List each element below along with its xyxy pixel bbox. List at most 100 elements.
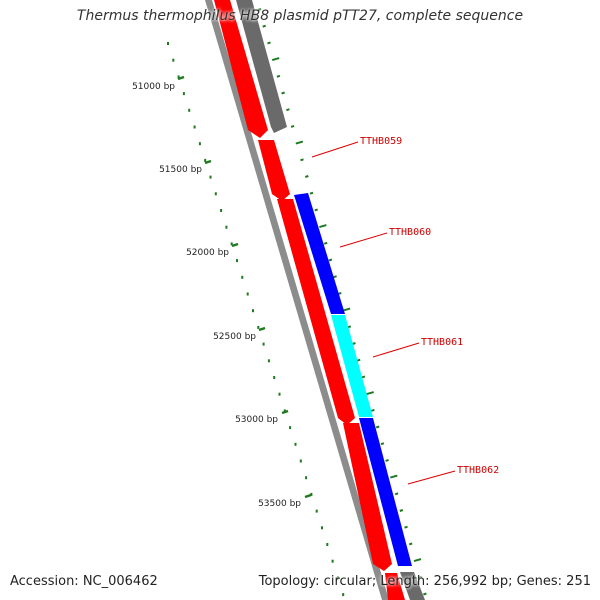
scale-dot: [220, 209, 223, 212]
ruler-dash: [281, 91, 285, 95]
ruler-dash: [371, 408, 375, 412]
scale-dot: [331, 559, 334, 563]
gene-label-text[interactable]: TTHB059: [360, 136, 402, 147]
scale-dot: [198, 142, 201, 146]
ruler-dash: [295, 140, 304, 145]
ruler-dash: [300, 158, 304, 162]
scale-dot: [182, 92, 185, 96]
gene-arrow: [214, 0, 268, 138]
scale-track: [167, 42, 345, 597]
scale-dot: [289, 426, 292, 430]
scale-dot: [252, 309, 254, 313]
scale-tick: 51500 bp: [159, 159, 212, 175]
scale-dot: [230, 242, 233, 246]
scale-tick: 51000 bp: [132, 75, 185, 92]
gene-arrow-cyan: [331, 315, 373, 417]
ruler-dash: [276, 74, 281, 78]
outer-ruler: [257, 8, 427, 596]
ruler-dash: [375, 425, 380, 429]
ruler-dash: [333, 275, 337, 279]
scale-dot: [336, 576, 339, 580]
gene-label-text[interactable]: TTHB060: [389, 227, 431, 238]
ruler-dash: [271, 57, 280, 62]
ruler-dash: [319, 224, 327, 229]
ruler-dash: [323, 241, 328, 245]
ruler-dash: [394, 492, 399, 496]
gene-label[interactable]: TTHB059: [311, 136, 402, 158]
gene-label-text[interactable]: TTHB061: [421, 337, 463, 348]
ruler-dash: [404, 525, 408, 529]
gene-arrow-gray: [236, 0, 287, 133]
ruler-dash: [356, 358, 361, 362]
gene-label[interactable]: TTHB062: [407, 465, 499, 485]
forward-strand-track: [236, 0, 425, 600]
scale-dot: [267, 359, 270, 363]
scale-ticks: 51000 bp 51500 bp 52000 bp 52500 bp 5300…: [132, 75, 312, 509]
summary-text: Topology: circular; Length: 256,992 bp; …: [258, 574, 591, 589]
scale-dot: [273, 376, 276, 379]
scale-dot: [321, 526, 323, 530]
scale-tick-label: 51500 bp: [159, 165, 202, 175]
ruler-dash: [380, 442, 385, 446]
ruler-dash: [352, 342, 356, 345]
scale-tick-label: 53500 bp: [258, 499, 301, 509]
scale-dot: [294, 442, 297, 446]
ruler-dash: [390, 474, 398, 479]
scale-dot: [299, 459, 302, 463]
gene-label[interactable]: TTHB061: [372, 337, 463, 358]
scale-dot: [315, 509, 318, 513]
ruler-dash: [262, 24, 267, 28]
ruler-dash: [342, 307, 351, 312]
ruler-dash: [314, 208, 319, 212]
scale-dot: [262, 342, 265, 346]
ruler-dash: [366, 391, 374, 396]
ruler-dash: [290, 124, 295, 128]
scale-dot: [310, 492, 313, 496]
backbone-line: [205, 0, 389, 600]
scale-dot: [188, 108, 191, 112]
scale-dot: [342, 593, 345, 597]
scale-tick-label: 52000 bp: [186, 248, 229, 258]
scale-tick: 52000 bp: [186, 242, 239, 258]
gene-arrow: [385, 573, 405, 600]
scale-dot: [214, 192, 217, 196]
scale-tick: 52500 bp: [213, 326, 266, 342]
scale-dot: [225, 225, 228, 229]
scale-dot: [326, 543, 329, 546]
scale-dot: [204, 158, 207, 162]
scale-tick: 53500 bp: [258, 493, 312, 509]
gene-arrow-blue: [359, 418, 412, 566]
ruler-dash: [385, 458, 389, 462]
ruler-dash: [286, 108, 290, 112]
ruler-dash: [413, 558, 422, 563]
scale-dot: [241, 275, 244, 279]
gene-label-text[interactable]: TTHB062: [457, 465, 499, 476]
scale-tick-label: 53000 bp: [235, 415, 278, 425]
scale-dot: [305, 476, 308, 480]
ruler-dash: [361, 375, 366, 379]
map-title: Thermus thermophilus HB8 plasmid pTT27, …: [76, 8, 524, 24]
scale-dot: [236, 259, 238, 263]
ruler-dash: [399, 509, 404, 512]
ruler-dash: [257, 8, 262, 11]
accession-text: Accession: NC_006462: [10, 574, 158, 589]
scale-dot: [278, 392, 281, 396]
scale-tick-label: 51000 bp: [132, 82, 175, 92]
scale-tick-label: 52500 bp: [213, 332, 256, 342]
gene-label[interactable]: TTHB060: [339, 227, 431, 248]
ruler-dash: [267, 41, 271, 45]
gene-labels: TTHB059 TTHB060 TTHB061 TTHB062: [311, 136, 499, 485]
scale-dot: [177, 75, 180, 79]
scale-tick: 53000 bp: [235, 409, 289, 425]
ruler-dash: [408, 542, 413, 546]
scale-dot: [167, 42, 169, 45]
scale-dot: [257, 325, 260, 329]
scale-dot: [209, 175, 212, 179]
scale-dot: [172, 58, 175, 62]
scale-dot: [193, 125, 196, 129]
ruler-dash: [418, 575, 423, 579]
ruler-dash: [328, 258, 333, 262]
gene-arrow: [258, 140, 290, 201]
ruler-dash: [304, 175, 309, 178]
